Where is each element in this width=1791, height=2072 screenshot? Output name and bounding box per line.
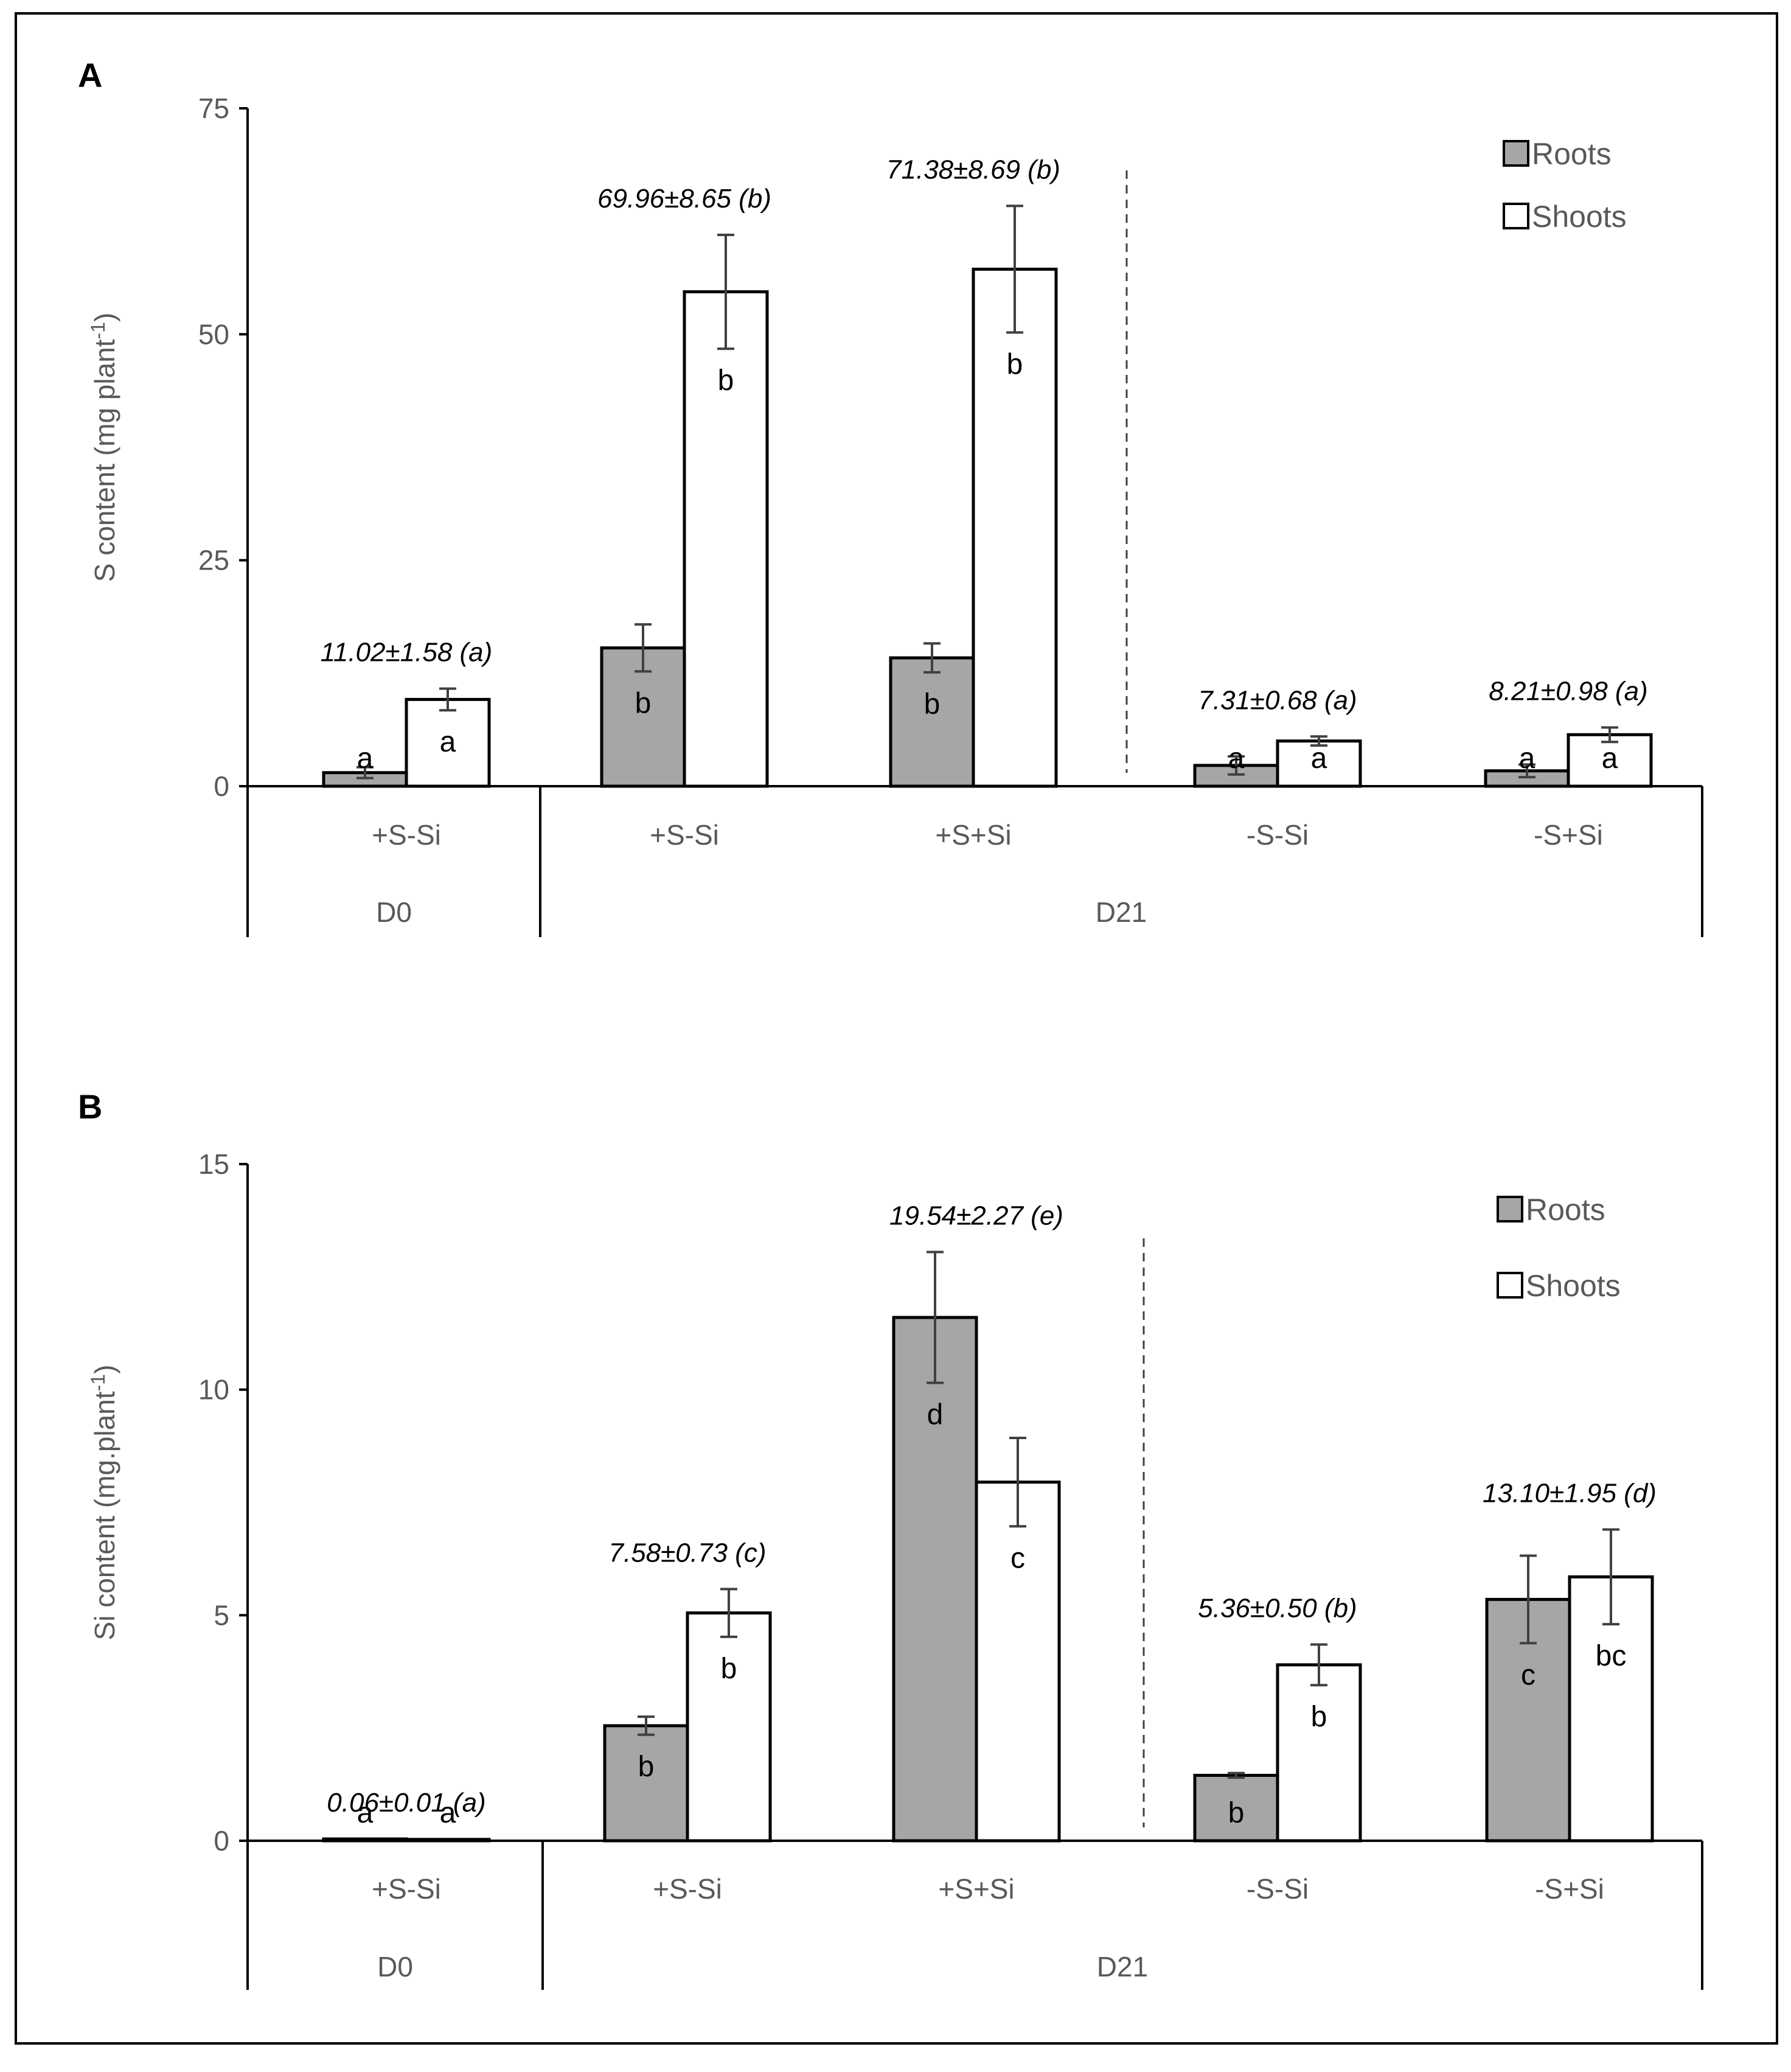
panel-b-roots-bar [1193,1774,1279,1843]
panel-b-y-axis-title-close: ) [89,1365,120,1374]
panel-a-shoots-bar [683,290,769,788]
panel-b-y-tick-label: 0 [214,1825,229,1857]
panel-a-category-label: +S+Si [935,819,1011,851]
panel-a-y-axis-title-main: S content (mg plant [89,339,120,582]
panel-a-category-label: +S-Si [650,819,719,851]
panel-b-y-axis-title-main: Si content (mg.plant [89,1391,120,1640]
panel-b-shoots-bar [1276,1663,1362,1843]
panel-b-category-label: -S+Si [1535,1873,1604,1905]
panel-b-y-axis-title-superscript: -1 [87,1374,109,1391]
panel-b-shoots-letter: b [1311,1701,1327,1733]
panel-b-group-label: D21 [1097,1951,1148,1983]
panel-a-legend-shoots-swatch [1503,203,1529,229]
panel-b-legend-shoots-label: Shoots [1526,1269,1621,1303]
panel-b-shoots-bar [975,1481,1061,1843]
panel-a-y-axis-title: S content (mg plant-1) [87,313,120,582]
panel-b-roots-letter: b [638,1751,655,1783]
panel-b-roots-bar [603,1724,689,1843]
panel-a-roots-letter: a [1519,742,1535,775]
panel-a-label: A [78,56,102,94]
panel-b-roots-letter: a [357,1797,374,1829]
panel-b-y-axis-title: Si content (mg.plant-1) [87,1365,120,1641]
panel-a-shoots-letter: a [1602,742,1618,775]
panel-a-group-label: D21 [1096,896,1147,928]
panel-a-total-label: 69.96±8.65 (b) [597,184,771,214]
panel-a-y-tick-label: 75 [198,92,229,124]
panel-a-total-label: 7.31±0.68 (a) [1198,685,1357,715]
panel-a-roots-letter: a [357,742,374,775]
panel-a-total-label: 8.21±0.98 (a) [1489,676,1647,706]
panel-a-shoots-bar [1276,739,1362,788]
panel-b-total-label: 0.06±0.01 (a) [327,1788,485,1818]
panel-b-shoots-letter: bc [1596,1640,1627,1672]
panel-b-total-label: 19.54±2.27 (e) [889,1201,1063,1231]
panel-a-y-axis-title-superscript: -1 [87,322,109,339]
panel-a-y-axis-title-close: ) [89,313,120,322]
panel-a-total-label: 11.02±1.58 (a) [321,638,493,668]
panel-a-category-label: -S-Si [1247,819,1309,851]
panel-a-y-tick-label: 0 [214,770,229,802]
panel-b-roots-bar [892,1316,978,1843]
panel-b-shoots-bar [405,1838,491,1843]
panel-a-legend-roots-swatch [1503,140,1529,167]
panel-b-y-tick-label: 10 [198,1374,229,1406]
panel-a-y-tick-label: 25 [198,545,229,576]
panel-b-legend-roots-swatch [1497,1196,1523,1223]
panel-b-total-label: 13.10±1.95 (d) [1483,1478,1657,1508]
panel-b-category-label: +S-Si [372,1873,441,1905]
panel-b-total-label: 7.58±0.73 (c) [609,1538,767,1568]
panel-a-shoots-letter: b [1007,348,1023,380]
panel-a-category-label: -S+Si [1534,819,1603,851]
panel-a-y-tick-label: 50 [198,318,229,350]
panel-a-shoots-bar [972,267,1058,788]
panel-b-category-label: +S-Si [653,1873,722,1905]
panel-b-y-tick-label: 5 [214,1599,229,1631]
panel-b-label: B [78,1087,102,1126]
panel-b-category-label: -S-Si [1247,1873,1309,1905]
panel-b-shoots-letter: b [721,1653,737,1685]
panel-b-legend-roots-label: Roots [1526,1193,1605,1227]
panel-b-roots-letter: d [927,1399,944,1431]
panel-a-shoots-letter: a [440,726,456,758]
panel-a-group-label: D0 [376,896,412,928]
panel-a-roots-bar [600,646,686,788]
panel-b-roots-letter: b [1228,1797,1245,1829]
panel-a-roots-letter: b [924,688,941,720]
panel-b-shoots-bar [686,1611,772,1843]
panel-b-y-tick-label: 15 [198,1148,229,1180]
panel-a-total-label: 71.38±8.69 (b) [886,155,1060,184]
panel-a-shoots-letter: a [1311,742,1327,775]
panel-b-total-label: 5.36±0.50 (b) [1198,1594,1357,1624]
panel-b-shoots-letter: a [440,1797,456,1829]
panel-b-roots-letter: c [1521,1659,1535,1691]
panel-a-category-label: +S-Si [372,819,441,851]
panel-a-roots-letter: a [1228,742,1245,775]
panel-a-legend-shoots-label: Shoots [1532,200,1627,234]
panel-b-roots-bar [322,1837,408,1843]
panel-a-shoots-bar [405,697,491,788]
panel-b-group-label: D0 [377,1951,413,1983]
panel-b-legend-shoots-swatch [1497,1272,1523,1299]
panel-a-legend-roots-label: Roots [1532,137,1612,171]
panel-a-shoots-letter: b [718,365,734,397]
panel-b-shoots-letter: c [1010,1542,1025,1574]
panel-a-roots-bar [889,656,975,788]
panel-a-roots-letter: b [635,687,652,719]
panel-b-category-label: +S+Si [938,1873,1014,1905]
